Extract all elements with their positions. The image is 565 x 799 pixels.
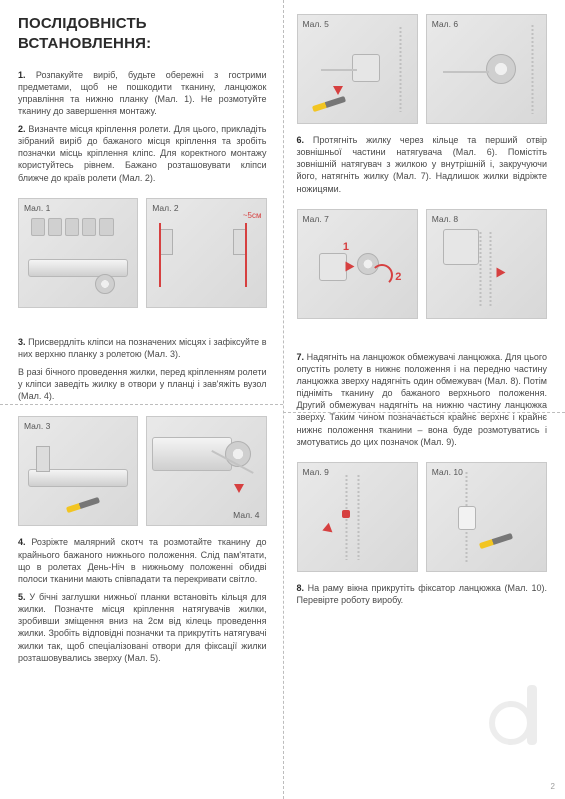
figure-8-label: Мал. 8 [432, 214, 458, 225]
step-1-text: Розпакуйте виріб, будьте обережні з гост… [18, 70, 267, 116]
fig-row-3-4: Мал. 3 Мал. 4 [18, 416, 267, 526]
figure-5-label: Мал. 5 [303, 19, 329, 30]
figure-4: Мал. 4 [146, 416, 266, 526]
figure-8: Мал. 8 [426, 209, 547, 319]
vertical-divider [283, 0, 284, 799]
step-5-text: У бічні заглушки нижньої планки встанові… [18, 592, 267, 663]
dimension-label: ~5см [243, 211, 262, 222]
step-6-num: 6. [297, 135, 305, 145]
step-5: 5. У бічні заглушки нижньої планки встан… [18, 591, 267, 664]
tensioner-icon [352, 54, 380, 82]
page-number: 2 [551, 782, 555, 793]
clip-icon [36, 446, 50, 472]
figure-9-label: Мал. 9 [303, 467, 329, 478]
horizontal-divider-right [283, 412, 565, 413]
figure-7-label: Мал. 7 [303, 214, 329, 225]
step-1-num: 1. [18, 70, 26, 80]
step-4: 4. Розріжте малярний скотч та розмотайте… [18, 536, 267, 585]
chain-icon [489, 231, 492, 307]
figure-1: Мал. 1 [18, 198, 138, 308]
arrow-icon [333, 86, 343, 95]
callout-1: 1 [343, 240, 349, 255]
figure-1-label: Мал. 1 [24, 203, 50, 214]
guide-line-icon [159, 223, 161, 288]
step-7-text: Надягніть на ланцюжок обмежувачі ланцюжк… [297, 352, 548, 447]
tensioner-ring-icon [486, 54, 516, 84]
step-2: 2. Визначте місця кріплення ролети. Для … [18, 123, 267, 184]
step-4-num: 4. [18, 537, 26, 547]
step-3-num: 3. [18, 337, 26, 347]
figure-2: Мал. 2 ~5см [146, 198, 266, 308]
step-1: 1. Розпакуйте виріб, будьте обережні з г… [18, 69, 267, 118]
figure-6-label: Мал. 6 [432, 19, 458, 30]
screwdriver-icon [479, 533, 513, 549]
cord-icon [321, 69, 357, 71]
roller-icon [28, 469, 127, 487]
chain-icon [399, 26, 402, 112]
watermark-icon [481, 685, 551, 755]
mechanism-icon [443, 229, 479, 265]
coil-icon [95, 274, 115, 294]
limiter-icon [342, 510, 350, 518]
horizontal-divider-left [0, 404, 283, 405]
tensioner-inner-icon [319, 253, 347, 281]
callout-2: 2 [395, 270, 401, 285]
chain-icon [357, 474, 360, 560]
arrow-icon [346, 261, 355, 271]
fig-row-5-6: Мал. 5 Мал. 6 [297, 14, 548, 124]
fig-row-9-10: Мал. 9 Мал. 10 [297, 462, 548, 572]
fig-row-7-8: Мал. 7 1 2 Мал. 8 [297, 209, 548, 319]
arrow-icon [496, 268, 505, 278]
guide-line-icon [245, 223, 247, 288]
figure-2-label: Мал. 2 [152, 203, 178, 214]
left-column: ПОСЛІДОВНІСТЬ ВСТАНОВЛЕННЯ: 1. Розпакуйт… [0, 0, 283, 799]
step-3: 3. Присвердліть кліпси на позначених міс… [18, 336, 267, 360]
figure-4-label: Мал. 4 [233, 510, 259, 521]
figure-3: Мал. 3 [18, 416, 138, 526]
arrow-icon [322, 523, 335, 536]
step-4-text: Розріжте малярний скотч та розмотайте тк… [18, 537, 267, 583]
step-8-num: 8. [297, 583, 305, 593]
step-3b: В разі бічного проведення жилки, перед к… [18, 366, 267, 402]
figure-10-label: Мал. 10 [432, 467, 463, 478]
right-column: Мал. 5 Мал. 6 6. Протягніть жилку через … [283, 0, 565, 799]
step-8: 8. На раму вікна прикрутіть фіксатор лан… [297, 582, 548, 606]
roller-icon [28, 259, 127, 277]
step-2-num: 2. [18, 124, 26, 134]
step-7-num: 7. [297, 352, 305, 362]
arrow-icon [234, 484, 244, 493]
screwdriver-icon [312, 96, 346, 112]
step-7: 7. Надягніть на ланцюжок обмежувачі ланц… [297, 351, 548, 448]
step-6-text: Протягніть жилку через кільце та перший … [297, 135, 548, 194]
figure-7: Мал. 7 1 2 [297, 209, 418, 319]
step-3-text: Присвердліть кліпси на позначених місцях… [18, 337, 267, 359]
figure-5: Мал. 5 [297, 14, 418, 124]
step-8-text: На раму вікна прикрутіть фіксатор ланцюж… [297, 583, 548, 605]
figure-3-label: Мал. 3 [24, 421, 50, 432]
figure-9: Мал. 9 [297, 462, 418, 572]
parts-icon [31, 218, 114, 236]
chain-icon [531, 24, 534, 115]
figure-10: Мал. 10 [426, 462, 547, 572]
step-5-num: 5. [18, 592, 26, 602]
fig-row-1-2: Мал. 1 Мал. 2 ~5см [18, 198, 267, 308]
step-6: 6. Протягніть жилку через кільце та перш… [297, 134, 548, 195]
bracket-left-icon [159, 229, 173, 255]
chain-holder-icon [458, 506, 476, 530]
figure-6: Мал. 6 [426, 14, 547, 124]
cord-icon [443, 71, 488, 73]
page-title: ПОСЛІДОВНІСТЬ ВСТАНОВЛЕННЯ: [18, 14, 267, 55]
rotate-arrow-icon [371, 264, 393, 286]
chain-icon [479, 231, 482, 307]
screwdriver-icon [66, 497, 100, 513]
step-2-text: Визначте місця кріплення ролети. Для цьо… [18, 124, 267, 183]
